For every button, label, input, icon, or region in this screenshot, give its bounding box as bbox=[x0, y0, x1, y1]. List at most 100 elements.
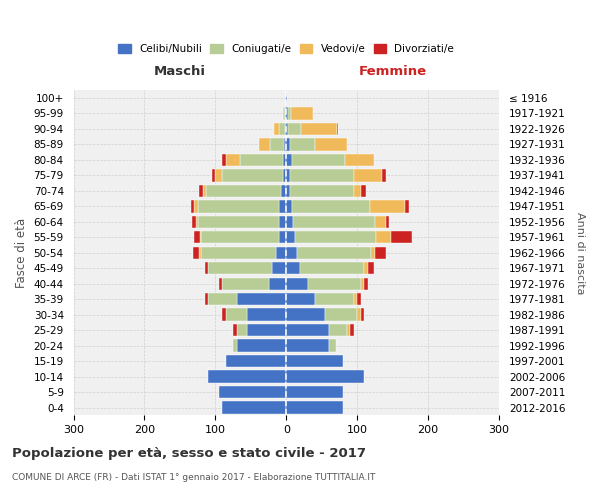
Bar bbox=[208, 370, 286, 383]
Bar bbox=[314, 293, 353, 306]
Bar bbox=[284, 108, 286, 120]
Bar bbox=[226, 308, 247, 321]
Bar bbox=[285, 122, 286, 135]
Bar bbox=[201, 246, 275, 259]
Bar bbox=[353, 184, 361, 197]
Bar bbox=[290, 169, 353, 181]
Bar bbox=[357, 308, 361, 321]
Bar bbox=[223, 154, 226, 166]
Y-axis label: Fasce di età: Fasce di età bbox=[15, 218, 28, 288]
Bar bbox=[375, 216, 386, 228]
Legend: Celibi/Nubili, Coniugati/e, Vedovi/e, Divorziati/e: Celibi/Nubili, Coniugati/e, Vedovi/e, Di… bbox=[114, 40, 458, 58]
Bar bbox=[286, 184, 290, 197]
Bar bbox=[281, 184, 286, 197]
Bar bbox=[236, 324, 247, 336]
Bar bbox=[293, 216, 375, 228]
Bar bbox=[286, 108, 288, 120]
Bar bbox=[286, 200, 292, 212]
Bar bbox=[286, 231, 295, 243]
Bar bbox=[286, 246, 297, 259]
Bar bbox=[291, 108, 313, 120]
Bar bbox=[370, 200, 406, 212]
Bar bbox=[292, 154, 345, 166]
Bar bbox=[208, 293, 236, 306]
Bar bbox=[206, 184, 281, 197]
Bar bbox=[286, 386, 343, 398]
Bar bbox=[194, 200, 197, 212]
Bar bbox=[364, 278, 368, 290]
Bar bbox=[301, 122, 337, 135]
Bar bbox=[368, 262, 374, 274]
Bar bbox=[197, 200, 279, 212]
Bar bbox=[219, 386, 286, 398]
Bar bbox=[274, 122, 279, 135]
Bar bbox=[240, 154, 283, 166]
Bar bbox=[286, 154, 292, 166]
Bar bbox=[345, 154, 374, 166]
Bar bbox=[193, 246, 199, 259]
Bar bbox=[284, 138, 286, 150]
Bar bbox=[279, 200, 286, 212]
Bar bbox=[283, 154, 286, 166]
Bar bbox=[286, 92, 287, 104]
Bar bbox=[197, 216, 279, 228]
Bar bbox=[226, 154, 240, 166]
Bar bbox=[199, 184, 203, 197]
Bar bbox=[337, 122, 338, 135]
Bar bbox=[286, 122, 289, 135]
Bar bbox=[226, 355, 286, 368]
Bar bbox=[292, 200, 370, 212]
Bar bbox=[353, 169, 382, 181]
Bar bbox=[223, 402, 286, 413]
Bar bbox=[361, 184, 367, 197]
Bar bbox=[286, 293, 314, 306]
Bar bbox=[200, 231, 201, 243]
Bar bbox=[215, 169, 223, 181]
Bar bbox=[350, 324, 353, 336]
Text: Popolazione per età, sesso e stato civile - 2017: Popolazione per età, sesso e stato civil… bbox=[12, 448, 366, 460]
Bar bbox=[219, 278, 223, 290]
Bar bbox=[275, 246, 286, 259]
Bar bbox=[283, 108, 284, 120]
Bar bbox=[286, 216, 293, 228]
Bar bbox=[289, 122, 301, 135]
Bar bbox=[286, 340, 329, 352]
Bar bbox=[283, 169, 286, 181]
Bar bbox=[286, 138, 290, 150]
Bar bbox=[286, 370, 364, 383]
Bar bbox=[223, 169, 283, 181]
Bar bbox=[286, 278, 308, 290]
Bar bbox=[286, 402, 343, 413]
Bar bbox=[286, 324, 329, 336]
Text: Femmine: Femmine bbox=[359, 65, 427, 78]
Bar bbox=[353, 293, 357, 306]
Bar bbox=[233, 324, 236, 336]
Bar bbox=[375, 246, 386, 259]
Bar bbox=[201, 231, 279, 243]
Bar bbox=[286, 262, 301, 274]
Bar bbox=[279, 231, 286, 243]
Bar bbox=[205, 293, 208, 306]
Bar bbox=[290, 184, 353, 197]
Bar bbox=[376, 231, 391, 243]
Bar bbox=[361, 308, 364, 321]
Bar bbox=[203, 184, 206, 197]
Bar bbox=[347, 324, 350, 336]
Bar bbox=[208, 262, 272, 274]
Bar bbox=[233, 340, 236, 352]
Bar bbox=[236, 293, 286, 306]
Bar bbox=[286, 308, 325, 321]
Bar bbox=[364, 262, 368, 274]
Bar bbox=[290, 138, 314, 150]
Bar bbox=[329, 340, 336, 352]
Bar bbox=[371, 246, 375, 259]
Bar bbox=[406, 200, 409, 212]
Bar bbox=[329, 324, 347, 336]
Bar bbox=[391, 231, 412, 243]
Bar bbox=[212, 169, 215, 181]
Bar bbox=[259, 138, 270, 150]
Bar bbox=[269, 278, 286, 290]
Bar bbox=[279, 216, 286, 228]
Bar bbox=[357, 293, 361, 306]
Bar bbox=[247, 308, 286, 321]
